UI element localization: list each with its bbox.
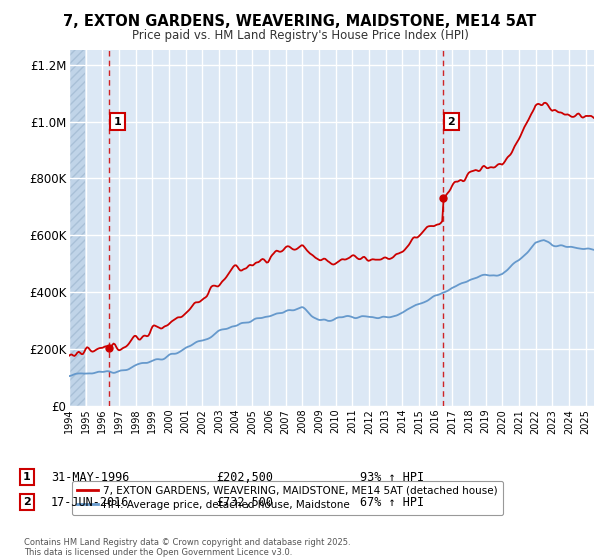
Bar (69, 50, 85, 406)
Bar (69, 50, 85, 406)
Text: 67% ↑ HPI: 67% ↑ HPI (360, 496, 424, 509)
Text: Contains HM Land Registry data © Crown copyright and database right 2025.
This d: Contains HM Land Registry data © Crown c… (24, 538, 350, 557)
Text: £202,500: £202,500 (216, 470, 273, 484)
Text: 2: 2 (23, 497, 31, 507)
Text: 7, EXTON GARDENS, WEAVERING, MAIDSTONE, ME14 5AT: 7, EXTON GARDENS, WEAVERING, MAIDSTONE, … (64, 14, 536, 29)
Text: 2: 2 (448, 116, 455, 127)
Text: 1: 1 (23, 472, 31, 482)
Legend: 7, EXTON GARDENS, WEAVERING, MAIDSTONE, ME14 5AT (detached house), HPI: Average : 7, EXTON GARDENS, WEAVERING, MAIDSTONE, … (71, 480, 503, 515)
Text: 31-MAY-1996: 31-MAY-1996 (51, 470, 130, 484)
Text: 1: 1 (113, 116, 121, 127)
Text: £732,500: £732,500 (216, 496, 273, 509)
Text: 17-JUN-2016: 17-JUN-2016 (51, 496, 130, 509)
Text: Price paid vs. HM Land Registry's House Price Index (HPI): Price paid vs. HM Land Registry's House … (131, 29, 469, 42)
Text: 93% ↑ HPI: 93% ↑ HPI (360, 470, 424, 484)
